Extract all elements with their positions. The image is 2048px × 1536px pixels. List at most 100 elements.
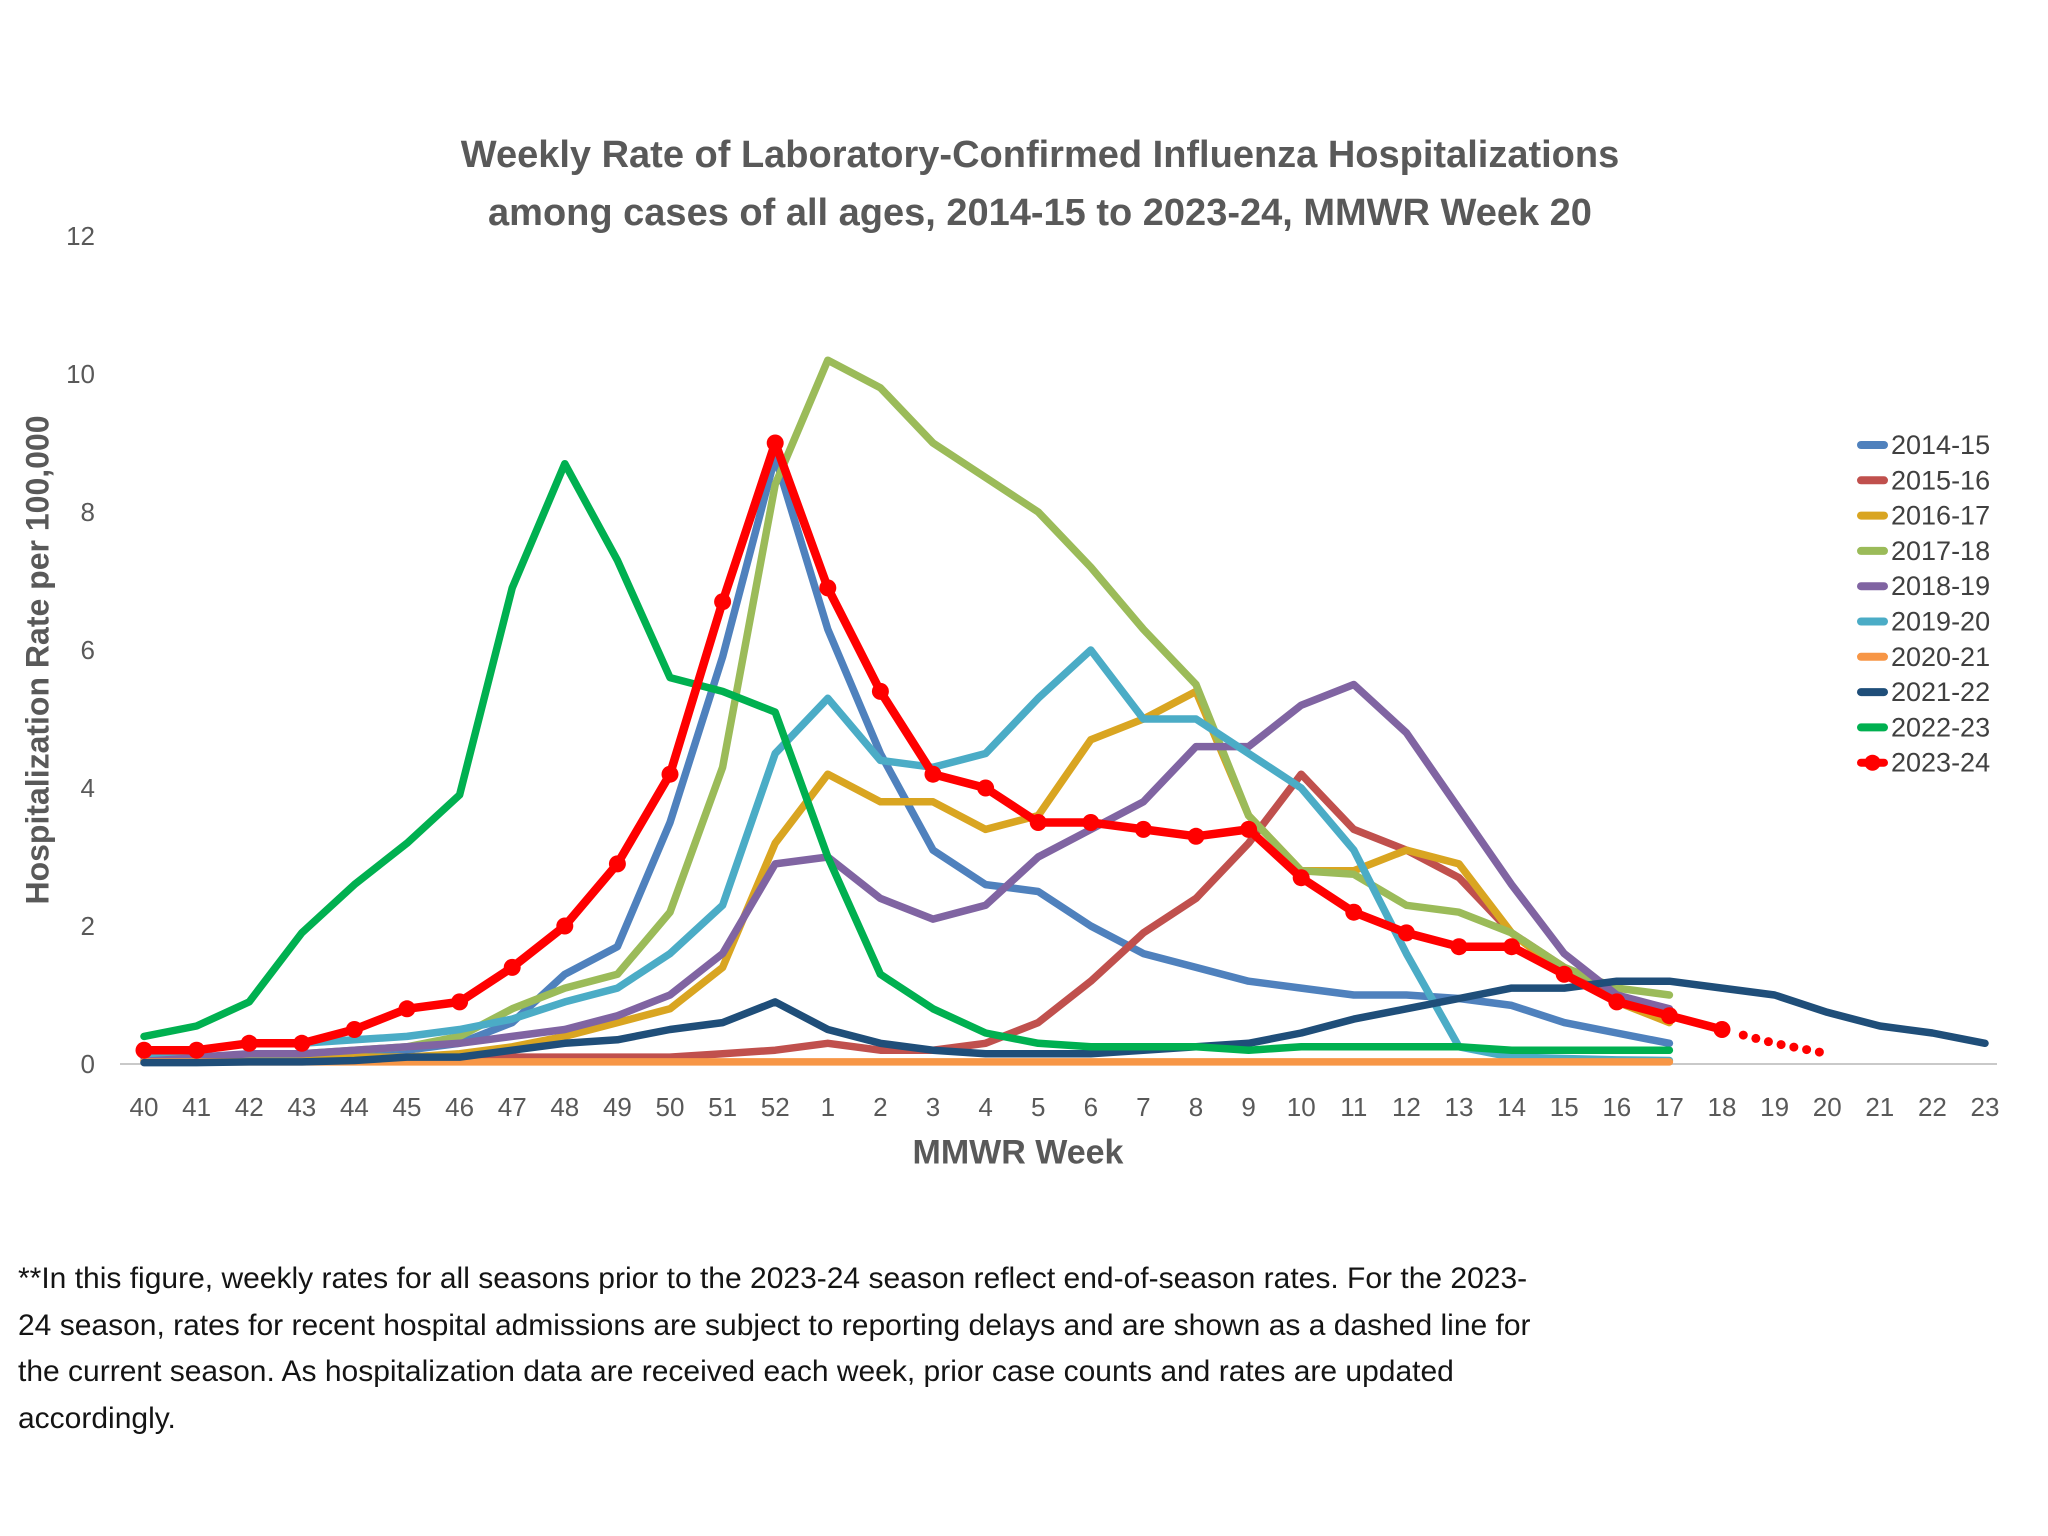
x-tick-label: 41 (182, 1092, 211, 1122)
series-marker-2023-24 (766, 434, 784, 452)
series-marker-2023-24 (451, 993, 469, 1011)
y-tick-label: 4 (81, 773, 95, 803)
series-marker-2023-24 (1660, 1007, 1678, 1025)
series-marker-2023-24 (608, 855, 626, 873)
x-tick-label: 22 (1918, 1092, 1947, 1122)
series-dashed-dot-2023-24 (1776, 1040, 1786, 1050)
series-marker-2023-24 (714, 593, 732, 611)
series-marker-2023-24 (1029, 814, 1047, 831)
footnote-text: **In this figure, weekly rates for all s… (18, 1262, 1531, 1435)
series-dashed-dot-2023-24 (1763, 1037, 1773, 1047)
series-dashed-dot-2023-24 (1789, 1042, 1799, 1052)
x-tick-label: 12 (1392, 1092, 1421, 1122)
series-line-2021-22 (140, 977, 1989, 1067)
series-marker-2023-24 (398, 1000, 416, 1018)
x-tick-label: 15 (1550, 1092, 1579, 1122)
series-marker-2023-24 (1713, 1021, 1731, 1038)
series-marker-2023-24 (871, 682, 889, 700)
legend-label-2021-22: 2021-22 (1891, 677, 1990, 707)
x-tick-label: 6 (1084, 1092, 1098, 1122)
x-tick-label: 49 (603, 1092, 632, 1122)
x-axis-ticks: 40 41 42 43 44 45 46 47 48 49 50 51 52 1 2 3 4 5 6 7 8 9 10 11 1… (130, 1092, 2000, 1122)
legend-label-2014-15: 2014-15 (1891, 430, 1990, 460)
series-marker-2023-24 (924, 765, 942, 783)
x-tick-label: 11 (1340, 1092, 1367, 1122)
series-marker-2023-24 (1503, 938, 1521, 956)
series-marker-2023-24 (1608, 993, 1626, 1011)
series-marker-2023-24 (819, 579, 837, 597)
x-tick-label: 50 (656, 1092, 685, 1122)
series-marker-2023-24 (503, 958, 521, 976)
series-marker-2023-24 (1555, 965, 1573, 983)
y-tick-label: 2 (81, 911, 95, 941)
x-tick-label: 3 (926, 1092, 940, 1122)
x-axis-title: MMWR Week (912, 1133, 1124, 1172)
x-tick-label: 40 (130, 1092, 159, 1122)
series-marker-2023-24 (1134, 820, 1152, 838)
x-tick-label: 47 (498, 1092, 527, 1122)
series-marker-2023-24 (1397, 924, 1415, 942)
series-marker-2023-24 (556, 917, 574, 935)
legend-label-2020-21: 2020-21 (1891, 642, 1990, 672)
x-tick-label: 19 (1760, 1092, 1789, 1122)
y-tick-label: 12 (66, 221, 95, 251)
series-marker-2023-24 (1292, 869, 1310, 887)
x-tick-label: 2 (873, 1092, 887, 1122)
legend-label-2023-24: 2023-24 (1891, 748, 1990, 778)
x-tick-label: 23 (1971, 1092, 2000, 1122)
legend-label-2019-20: 2019-20 (1891, 607, 1990, 637)
series-dashed-dot-2023-24 (1751, 1033, 1761, 1043)
x-tick-label: 45 (393, 1092, 422, 1122)
series-line-2019-20 (140, 646, 1674, 1065)
y-tick-label: 8 (81, 497, 95, 527)
series-marker-2023-24 (1082, 814, 1100, 831)
x-tick-label: 9 (1241, 1092, 1255, 1122)
series-marker-2023-24 (661, 765, 679, 783)
x-tick-label: 48 (550, 1092, 579, 1122)
series-marker-2023-24 (1345, 903, 1363, 921)
legend-label-2018-19: 2018-19 (1891, 571, 1990, 601)
x-tick-label: 16 (1602, 1092, 1631, 1122)
x-tick-label: 44 (340, 1092, 369, 1122)
legend: 2014-15 2015-16 2016-17 2017-18 2018-19 2019-… (1857, 430, 1990, 778)
y-axis-ticks: 0 2 4 6 8 10 12 (66, 221, 95, 1079)
x-tick-label: 46 (445, 1092, 474, 1122)
series-line-2017-18 (140, 356, 1674, 1061)
series-marker-2023-24 (1187, 827, 1205, 845)
x-tick-label: 43 (287, 1092, 316, 1122)
x-tick-label: 10 (1287, 1092, 1316, 1122)
legend-label-2015-16: 2015-16 (1891, 465, 1990, 495)
series-marker-2023-24 (188, 1041, 206, 1059)
y-tick-label: 10 (66, 359, 95, 389)
series-dashed-dot-2023-24 (1814, 1047, 1824, 1057)
legend-label-2016-17: 2016-17 (1891, 501, 1990, 531)
series-marker-2023-24 (345, 1021, 363, 1038)
series-marker-2023-24 (135, 1041, 153, 1059)
legend-swatch-marker-2023-24 (1864, 754, 1881, 771)
x-tick-label: 20 (1813, 1092, 1842, 1122)
chart-title: Weekly Rate of Laboratory-Confirmed Infl… (240, 126, 1840, 242)
series-line-2023-24 (139, 438, 1727, 1055)
series-marker-2023-24 (1240, 820, 1258, 838)
x-tick-label: 21 (1865, 1092, 1894, 1122)
x-tick-label: 17 (1655, 1092, 1684, 1122)
y-tick-label: 0 (81, 1049, 95, 1079)
chart-title-line2: among cases of all ages, 2014-15 to 2023… (488, 192, 1592, 234)
x-tick-label: 8 (1189, 1092, 1203, 1122)
series-marker-2023-24 (293, 1034, 311, 1052)
legend-label-2022-23: 2022-23 (1891, 712, 1990, 742)
series-marker-2023-24 (240, 1034, 258, 1052)
x-tick-label: 1 (821, 1092, 835, 1122)
series-dashed-dot-2023-24 (1738, 1030, 1748, 1040)
legend-label-2017-18: 2017-18 (1891, 536, 1990, 566)
series-line-2022-23 (140, 459, 1674, 1054)
x-tick-label: 4 (978, 1092, 992, 1122)
series-dashed-dot-2023-24 (1802, 1045, 1812, 1055)
x-tick-label: 5 (1031, 1092, 1045, 1122)
x-tick-label: 13 (1445, 1092, 1474, 1122)
series-line-2014-15 (140, 453, 1674, 1061)
x-tick-label: 52 (761, 1092, 790, 1122)
chart-title-line1: Weekly Rate of Laboratory-Confirmed Infl… (460, 134, 1620, 176)
series-marker-2023-24 (977, 779, 995, 797)
